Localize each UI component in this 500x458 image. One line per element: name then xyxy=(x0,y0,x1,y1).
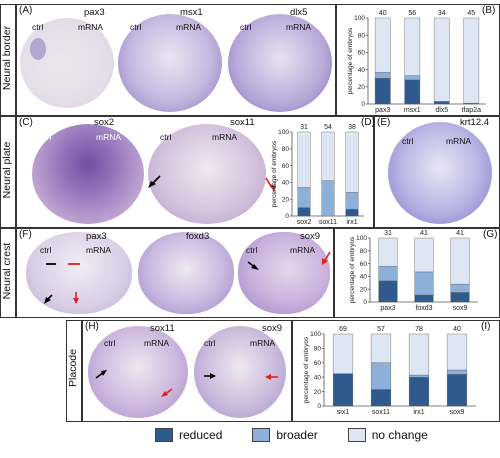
mrna-label-f1: mRNA xyxy=(86,245,112,255)
panel-i-frame xyxy=(292,320,500,422)
embryo-f2 xyxy=(138,232,234,314)
mrna-label-c1: mRNA xyxy=(96,132,122,142)
ctrl-label-c2: ctrl xyxy=(160,132,172,142)
gene-label-c2: sox11 xyxy=(230,117,255,128)
embryo-a1-stain xyxy=(30,38,46,60)
legend-swatch-no-change xyxy=(347,428,366,442)
legend-label-reduced: reduced xyxy=(179,428,223,442)
gene-label-f2: foxd3 xyxy=(186,231,210,242)
embryo-c1 xyxy=(32,124,144,224)
panel-d-letter: (D) xyxy=(361,117,375,128)
gene-label-f3: sox9 xyxy=(300,231,321,242)
gene-label-c1: sox2 xyxy=(94,117,115,128)
embryo-a3 xyxy=(228,14,332,112)
mrna-label-a2: mRNA xyxy=(176,22,202,32)
legend-swatch-broader xyxy=(252,428,271,442)
embryo-h1 xyxy=(88,326,188,418)
embryo-e xyxy=(388,122,492,224)
panel-b-frame xyxy=(336,4,500,116)
embryo-a1 xyxy=(20,18,114,108)
gene-label-h1: sox11 xyxy=(150,323,175,334)
row-label-placode: Placode xyxy=(67,349,79,387)
legend-swatch-reduced xyxy=(155,428,173,442)
gene-label-f1: pax3 xyxy=(86,231,107,242)
gene-label-e: krt12.4 xyxy=(460,117,490,128)
panel-b-letter: (B) xyxy=(482,5,496,16)
legend-label-broader: broader xyxy=(276,428,318,442)
embryo-a2 xyxy=(118,14,222,112)
legend-label-no-change: no change xyxy=(371,428,428,442)
ctrl-label-h1: ctrl xyxy=(104,338,116,348)
ctrl-label-h2: ctrl xyxy=(204,338,216,348)
panel-c-letter: (C) xyxy=(19,117,33,128)
row-label-box-placode xyxy=(66,320,82,422)
mrna-label-a3: mRNA xyxy=(286,22,312,32)
legend-item-reduced: reduced xyxy=(155,428,222,442)
row-label-neural-border: Neural border xyxy=(1,25,13,91)
row-label-neural-crest: Neural crest xyxy=(1,242,13,300)
mrna-label-h1: mRNA xyxy=(144,338,170,348)
panel-g-letter: (G) xyxy=(483,229,498,240)
gene-label-a3: dlx5 xyxy=(290,7,308,18)
ctrl-label-a2: ctrl xyxy=(130,22,142,32)
legend: reduced broader no change xyxy=(155,428,428,442)
embryo-f3 xyxy=(238,232,330,314)
row-label-box-neural-border xyxy=(0,4,16,116)
panel-i-letter: (I) xyxy=(481,321,491,332)
embryo-h2 xyxy=(194,326,286,418)
mrna-label-f3: mRNA xyxy=(290,245,316,255)
panel-a-letter: (A) xyxy=(19,5,33,16)
row-label-box-neural-plate xyxy=(0,116,16,228)
panel-e-letter: (E) xyxy=(377,117,391,128)
ctrl-label-a3: ctrl xyxy=(240,22,252,32)
ctrl-label-e: ctrl xyxy=(402,136,414,146)
gene-label-h2: sox9 xyxy=(262,323,283,334)
row-label-box-neural-crest xyxy=(0,228,16,318)
ctrl-label-a1: ctrl xyxy=(32,22,44,32)
mrna-label-e: mRNA xyxy=(446,136,472,146)
legend-item-no-change: no change xyxy=(347,428,428,442)
gene-label-a1: pax3 xyxy=(84,7,105,18)
embryo-c2 xyxy=(148,124,266,224)
panel-f-letter: (F) xyxy=(19,229,32,240)
panel-h-letter: (H) xyxy=(85,321,99,332)
ctrl-label-f3: ctrl xyxy=(246,245,258,255)
row-label-neural-plate: Neural plate xyxy=(1,141,13,199)
ctrl-label-c1: ctrl xyxy=(40,132,52,142)
embryo-f1 xyxy=(26,232,132,314)
mrna-label-h2: mRNA xyxy=(250,338,276,348)
mrna-label-a1: mRNA xyxy=(78,22,104,32)
gene-label-a2: msx1 xyxy=(180,7,203,18)
mrna-label-c2: mRNA xyxy=(212,132,238,142)
legend-item-broader: broader xyxy=(252,428,318,442)
ctrl-label-f1: ctrl xyxy=(40,245,52,255)
panel-g-frame xyxy=(334,228,500,318)
